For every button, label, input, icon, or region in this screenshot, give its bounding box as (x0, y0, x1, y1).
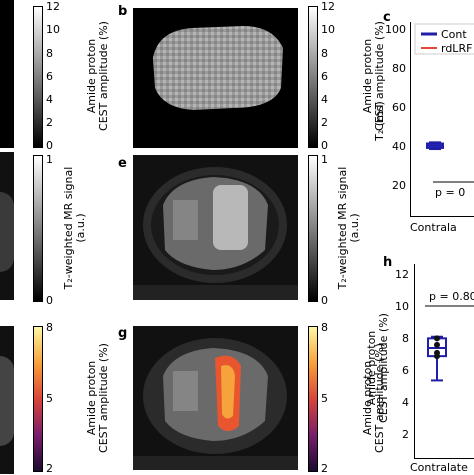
plot-h-svg: p = 0.80 (425, 290, 474, 382)
panel-label-g: g (118, 326, 128, 341)
image-f-cropped (0, 326, 14, 474)
panel-label-c: c (383, 10, 391, 25)
colorbar-b-tick: 10 (321, 23, 335, 36)
colorbar-f-tick: 8 (46, 321, 53, 334)
colorbar-f-tick: 5 (46, 392, 53, 405)
colorbar-e-tick: 1 (321, 153, 328, 166)
image-e (133, 155, 298, 300)
plot-c-xlabel: Contrala (410, 221, 457, 234)
colorbar-d-label: T₂-weighted MR signal (a.u.) (62, 166, 87, 290)
colorbar-b-tick: 6 (321, 70, 328, 83)
image-g (133, 326, 298, 470)
colorbar-d-tick: 0 (46, 294, 53, 307)
plot-c-ytick: 80 (392, 62, 406, 75)
plot-c-svg: Cont rdLRF p = 0 (407, 23, 474, 199)
t2-weighted-image-e (133, 167, 298, 300)
colorbar-a-tick: 2 (46, 116, 53, 129)
plot-c-ytick: 60 (392, 101, 406, 114)
colorbar-e-tick: 0 (321, 294, 328, 307)
colorbar-g-tick: 5 (321, 392, 328, 405)
colorbar-a-tick: 4 (46, 93, 53, 106)
colorbar-a-tick: 0 (46, 139, 53, 152)
plot-c-ytick: 100 (385, 23, 406, 36)
panel-label-h: h (383, 255, 393, 270)
colorbar-a-tick: 10 (46, 23, 60, 36)
panel-label-e: e (118, 156, 127, 171)
colorbar-a (33, 6, 43, 148)
colorbar-b-tick: 4 (321, 93, 328, 106)
colorbar-b-tick: 2 (321, 116, 328, 129)
panel-label-b: b (118, 4, 128, 19)
colorbar-d-tick: 1 (46, 153, 53, 166)
plot-h-ytick: 6 (402, 364, 409, 377)
plot-h-ytick: 12 (395, 268, 409, 281)
colorbar-g (308, 326, 318, 472)
overlay-image-g (133, 338, 298, 470)
legend-label-rdlrf: rdLRF (441, 42, 472, 55)
data-point (434, 335, 440, 342)
plot-h-p-value: p = 0.80 (429, 290, 474, 303)
colorbar-b-tick: 8 (321, 47, 328, 60)
plot-h-ytick: 8 (402, 332, 409, 345)
image-b (133, 8, 298, 148)
image-d-cropped (0, 152, 14, 300)
colorbar-b-tick: 0 (321, 139, 328, 152)
colorbar-g-tick: 2 (321, 462, 328, 475)
plot-c-ytick: 40 (392, 140, 406, 153)
plot-h-ytick: 2 (402, 428, 409, 441)
colorbar-b-tick: 12 (321, 0, 335, 13)
plot-c-axes: Cont rdLRF p = 0 (407, 22, 474, 217)
plot-c-ytick: 20 (392, 179, 406, 192)
plot-c-box (426, 141, 444, 151)
plot-h-axes: p = 0.80 (414, 264, 474, 459)
colorbar-f-label: Amide proton CEST amplitude (%) (85, 343, 110, 453)
colorbar-b (308, 6, 318, 148)
colorbar-f (33, 326, 43, 472)
plot-c-p-value: p = 0 (435, 186, 465, 199)
colorbar-d (33, 155, 43, 302)
colorbar-a-label: Amide proton CEST amplitude (%) (85, 21, 110, 131)
data-point (434, 353, 440, 360)
colorbar-f-tick: 2 (46, 462, 53, 475)
legend-label-cont: Cont (441, 28, 467, 41)
colorbar-e (308, 155, 318, 302)
colorbar-e-label: T₂-weighted MR signal (a.u.) (336, 166, 361, 290)
colorbar-g-tick: 8 (321, 321, 328, 334)
plot-h-ytick: 10 (395, 300, 409, 313)
plot-h-box (427, 335, 447, 382)
cest-map-b (153, 26, 283, 110)
plot-h-ytick: 4 (402, 396, 409, 409)
colorbar-a-tick: 8 (46, 47, 53, 60)
data-point (434, 341, 440, 348)
plot-h-xlabel: Contralate (410, 461, 468, 474)
image-a-cropped (0, 0, 14, 148)
colorbar-a-tick: 6 (46, 70, 53, 83)
colorbar-a-tick: 12 (46, 0, 60, 13)
